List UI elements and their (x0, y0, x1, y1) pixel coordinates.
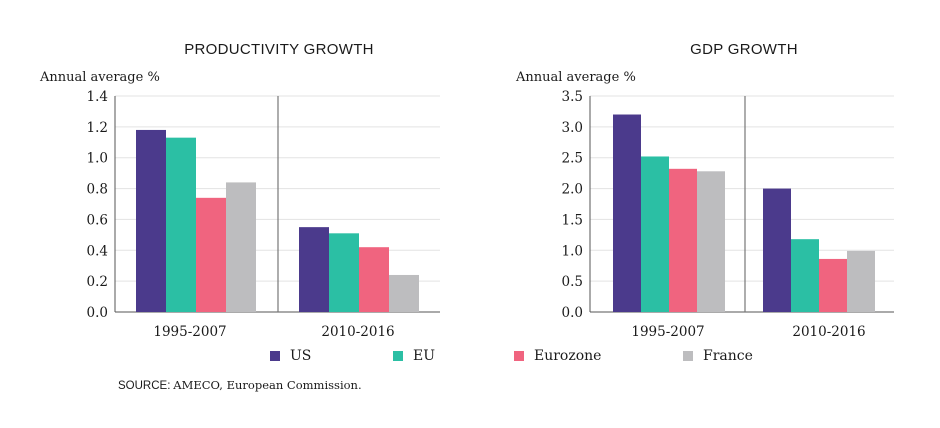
bar-france-1995-2007 (697, 171, 725, 312)
gdp-growth-chart: GDP GROWTH Annual average % 0.0 0.5 1.0 1.5… (515, 41, 894, 340)
bar-eu-1995-2007 (641, 156, 669, 312)
bar-france-2010-2016 (389, 274, 419, 312)
legend-item-us: US (270, 346, 311, 366)
bar-france-2010-2016 (847, 250, 875, 312)
source-label: SOURCE: (118, 380, 171, 392)
y-tick-label: 3.0 (562, 120, 583, 136)
bar-eurozone-1995-2007 (669, 168, 697, 312)
y-tick-label: 0.0 (562, 305, 583, 321)
bar-eurozone-2010-2016 (819, 258, 847, 312)
legend-label: Eurozone (534, 348, 602, 364)
y-tick-label: 0.2 (87, 274, 108, 290)
bar-eurozone-1995-2007 (196, 197, 226, 312)
bar-eu-1995-2007 (166, 137, 196, 312)
y-tick-label: 0.4 (87, 243, 108, 259)
y-tick-label: 1.0 (562, 243, 583, 259)
x-category-label: 2010-2016 (792, 324, 865, 340)
bar-us-1995-2007 (613, 114, 641, 312)
y-axis-label: Annual average % (515, 70, 636, 85)
y-tick-label: 0.8 (87, 182, 108, 198)
legend-swatch (514, 351, 524, 361)
source-text: AMECO, European Commission. (173, 378, 362, 392)
y-tick-label: 2.0 (562, 182, 583, 198)
legend-item-eu: EU (393, 346, 435, 366)
bar-us-1995-2007 (136, 129, 166, 312)
legend-swatch (270, 351, 280, 361)
legend-swatch (393, 351, 403, 361)
y-tick-label: 0.6 (87, 212, 108, 228)
bar-france-1995-2007 (226, 182, 256, 312)
legend-label: EU (413, 348, 436, 364)
x-category-label: 1995-2007 (631, 324, 704, 340)
legend-item-eurozone: Eurozone (514, 346, 601, 366)
source-note: SOURCE: AMECO, European Commission. (118, 378, 362, 392)
bar-us-2010-2016 (299, 227, 329, 312)
legend-label: France (703, 348, 753, 364)
legend-swatch (683, 351, 693, 361)
y-axis-label: Annual average % (39, 70, 160, 85)
bar-eu-2010-2016 (329, 233, 359, 312)
bar-us-2010-2016 (763, 188, 791, 312)
bar-eu-2010-2016 (791, 239, 819, 312)
y-tick-label: 0.0 (87, 305, 108, 321)
y-tick-label: 3.5 (562, 89, 583, 105)
bar-eurozone-2010-2016 (359, 247, 389, 312)
productivity-growth-chart: PRODUCTIVITY GROWTH Annual average % 0.0… (39, 41, 440, 340)
chart-title: PRODUCTIVITY GROWTH (184, 41, 374, 58)
y-tick-label: 0.5 (562, 274, 583, 290)
x-category-label: 1995-2007 (153, 324, 226, 340)
legend-item-france: France (683, 346, 753, 366)
legend-label: US (290, 348, 312, 364)
y-tick-label: 1.5 (562, 212, 583, 228)
y-tick-label: 1.4 (87, 89, 108, 105)
chart-title: GDP GROWTH (690, 41, 798, 58)
y-tick-label: 2.5 (562, 151, 583, 167)
x-category-label: 2010-2016 (321, 324, 394, 340)
y-tick-label: 1.0 (87, 151, 108, 167)
y-tick-label: 1.2 (87, 120, 108, 136)
